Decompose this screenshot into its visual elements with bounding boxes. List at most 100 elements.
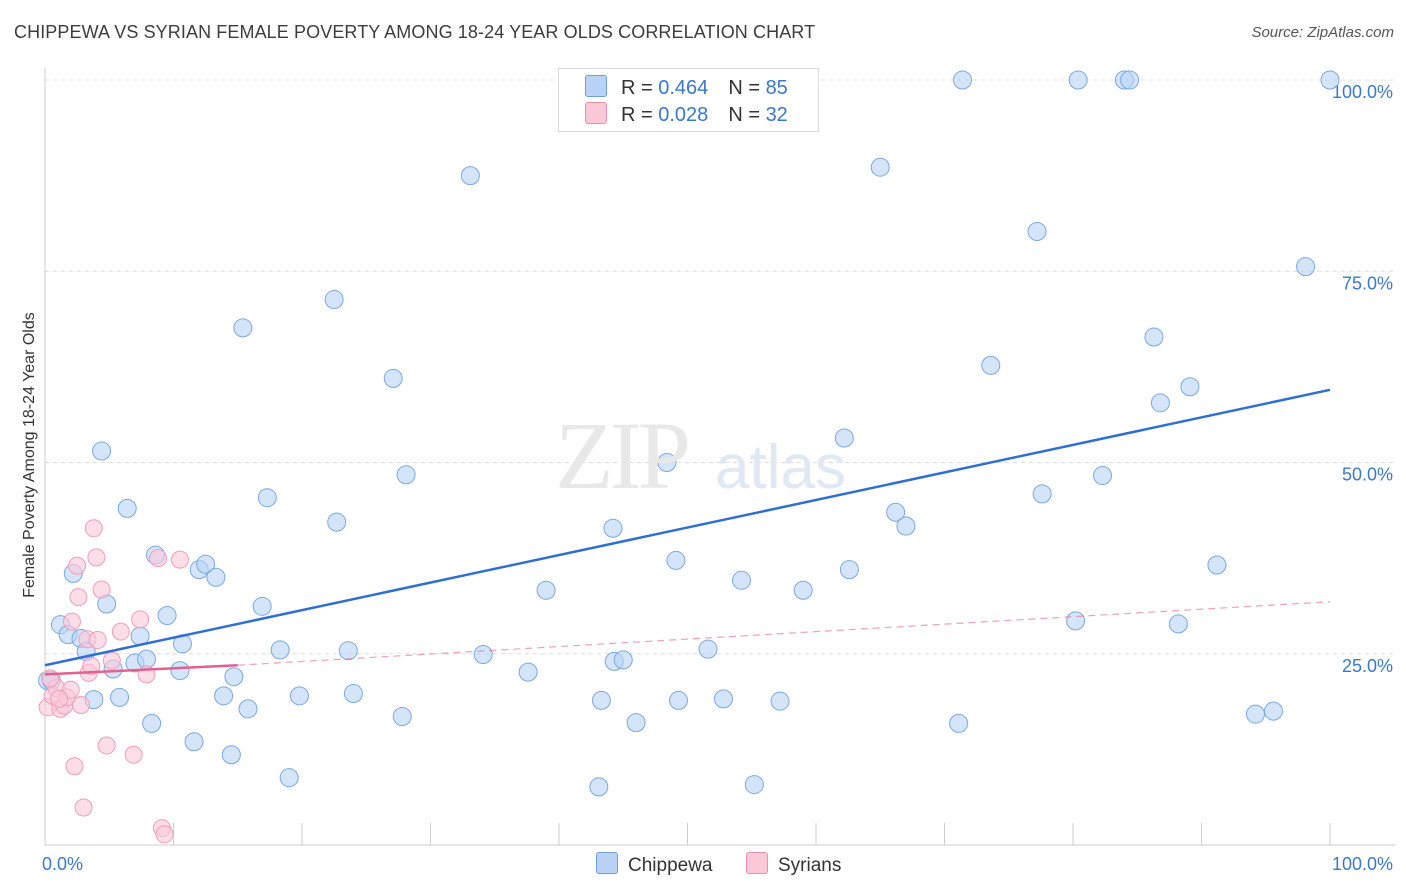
chippewa-point [460, 166, 480, 186]
chippewa-point [603, 518, 623, 538]
chippewa-point [613, 650, 633, 670]
chippewa-point [1180, 377, 1200, 397]
syrians-point [71, 696, 90, 715]
chippewa-point [518, 662, 538, 682]
chippewa-point [770, 691, 790, 711]
chippewa-point [626, 713, 646, 733]
y-axis-label: Female Poverty Among 18-24 Year Olds [21, 312, 38, 598]
legend-n-value: 85 [765, 77, 788, 99]
bottom-legend-label: Chippewa [628, 855, 713, 876]
chippewa-point [224, 667, 244, 687]
syrians-point [97, 736, 116, 755]
bottom-legend-label: Syrians [778, 855, 842, 876]
syrians-point [111, 622, 130, 641]
syrians-point [68, 556, 87, 575]
legend-r-value: 0.028 [658, 104, 709, 126]
chippewa-point [214, 686, 234, 706]
syrians-point [82, 656, 101, 675]
legend-row-chippewa: R = 0.464 N = 85 [585, 75, 788, 100]
chippewa-point [981, 355, 1001, 375]
chippewa-point [270, 640, 290, 660]
chippewa-point [1320, 70, 1340, 90]
syrians-point [155, 825, 174, 844]
chippewa-point [238, 699, 258, 719]
chippewa-point [1150, 393, 1170, 413]
chippewa-point [896, 516, 916, 536]
chippewa-point [870, 157, 890, 177]
syrians-point [88, 630, 107, 649]
syrians-point [92, 580, 111, 599]
watermark-zip: ZIP [555, 402, 691, 509]
syrians-point [87, 548, 106, 567]
syrians-swatch-icon [585, 102, 607, 124]
chippewa-point [327, 512, 347, 532]
chippewa-point [338, 641, 358, 661]
chippewa-point [713, 689, 733, 709]
chippewa-point [886, 502, 906, 522]
chippewa-point [1263, 701, 1283, 721]
legend-r-label: R = [621, 104, 659, 126]
chippewa-point [839, 560, 859, 580]
chippewa-point [392, 706, 412, 726]
syrians-point [41, 669, 60, 688]
chippewa-point [289, 686, 309, 706]
chippewa-point [1027, 221, 1047, 241]
chippewa-point [252, 596, 272, 616]
chippewa-point [744, 775, 764, 795]
chippewa-point [1068, 70, 1088, 90]
chippewa-point [536, 580, 556, 600]
legend-r-value: 0.464 [658, 77, 709, 99]
chippewa-point [117, 498, 137, 518]
stats-legend: R = 0.464 N = 85 R = 0.028 N = 32 [558, 68, 819, 132]
chippewa-point [1296, 257, 1316, 277]
syrians-point [102, 651, 121, 670]
chippewa-point [137, 649, 157, 669]
chippewa-point [1245, 704, 1265, 724]
syrians-point [131, 610, 150, 629]
chippewa-point [157, 606, 177, 625]
legend-row-syrians: R = 0.028 N = 32 [585, 102, 788, 127]
chippewa-point [1207, 555, 1227, 575]
chart-title: CHIPPEWA VS SYRIAN FEMALE POVERTY AMONG … [14, 22, 816, 42]
chippewa-point [1093, 466, 1113, 486]
chippewa-point [1032, 484, 1052, 504]
bottom-legend-syrians: Syrians [746, 852, 841, 877]
chippewa-point [170, 661, 190, 681]
syrians-trend-line [44, 663, 238, 676]
chippewa-point [698, 639, 718, 659]
syrians-point [170, 550, 189, 569]
chippewa-point [196, 554, 216, 574]
chippewa-point [383, 368, 403, 388]
y-tick-label: 100.0% [1332, 82, 1393, 102]
chippewa-point [731, 570, 751, 590]
chippewa-point [184, 732, 204, 752]
chippewa-point [591, 690, 611, 710]
chippewa-point [1066, 611, 1086, 631]
chippewa-point [324, 290, 344, 310]
syrians-trend-extension [237, 601, 1331, 666]
syrians-point [65, 757, 84, 776]
legend-r-label: R = [621, 77, 659, 99]
y-tick-label: 25.0% [1342, 656, 1393, 676]
chippewa-swatch-icon [585, 75, 607, 97]
bottom-legend-chippewa: Chippewa [596, 852, 713, 877]
x-tick-label: 100.0% [1332, 854, 1393, 874]
syrians-point [74, 798, 93, 817]
chippewa-point [233, 318, 253, 338]
legend-n-label: N = [728, 104, 766, 126]
watermark-atlas: atlas [715, 433, 846, 502]
syrians-point [84, 519, 103, 538]
chippewa-point [221, 745, 241, 765]
x-tick-label: 0.0% [42, 854, 83, 874]
chippewa-point [1144, 327, 1164, 347]
chippewa-point [793, 580, 813, 600]
y-tick-label: 50.0% [1342, 465, 1393, 485]
chippewa-point [343, 684, 363, 704]
chippewa-point [92, 441, 112, 461]
chippewa-point [142, 713, 162, 733]
syrians-point [62, 612, 81, 631]
chippewa-point [589, 777, 609, 797]
chippewa-point [834, 428, 854, 448]
legend-n-label: N = [728, 77, 766, 99]
